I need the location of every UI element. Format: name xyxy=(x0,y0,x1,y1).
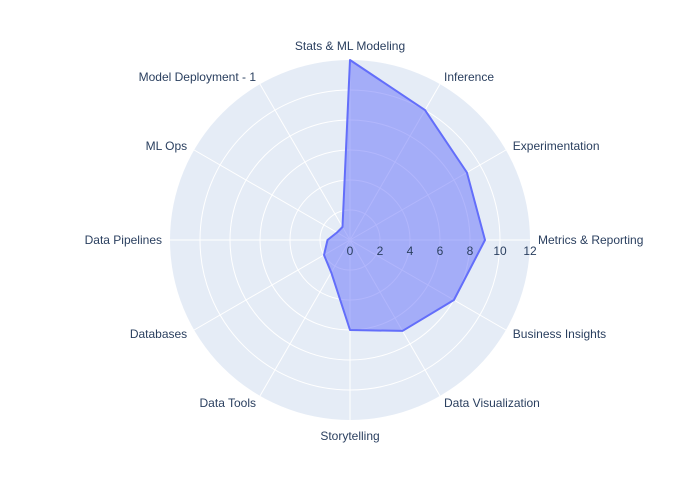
series-area xyxy=(323,59,486,332)
radial-tick-label: 2 xyxy=(377,244,384,258)
category-label: ML Ops xyxy=(146,139,188,153)
radial-tick-label: 12 xyxy=(523,244,537,258)
radial-tick-label: 4 xyxy=(407,244,414,258)
category-label: Experimentation xyxy=(513,139,600,153)
category-label: Storytelling xyxy=(320,429,379,443)
radial-tick-labels: 0 2 4 6 8 10 12 xyxy=(347,244,537,258)
radial-tick-label: 6 xyxy=(437,244,444,258)
category-label: Data Tools xyxy=(200,396,256,410)
category-label: Databases xyxy=(130,327,187,341)
category-label: Stats & ML Modeling xyxy=(295,39,405,53)
angular-gridline xyxy=(259,83,351,241)
category-label: Data Visualization xyxy=(444,396,540,410)
category-labels: Metrics & Reporting Experimentation Infere… xyxy=(85,39,644,443)
radial-tick-label: 0 xyxy=(347,244,354,258)
category-label: Data Pipelines xyxy=(85,233,162,247)
category-label: Business Insights xyxy=(513,327,606,341)
radial-tick-label: 10 xyxy=(493,244,507,258)
category-label: Inference xyxy=(444,70,494,84)
angular-gridline xyxy=(193,149,351,241)
category-label: Metrics & Reporting xyxy=(538,233,643,247)
radial-tick-label: 8 xyxy=(467,244,474,258)
category-label: Model Deployment - 1 xyxy=(139,70,257,84)
